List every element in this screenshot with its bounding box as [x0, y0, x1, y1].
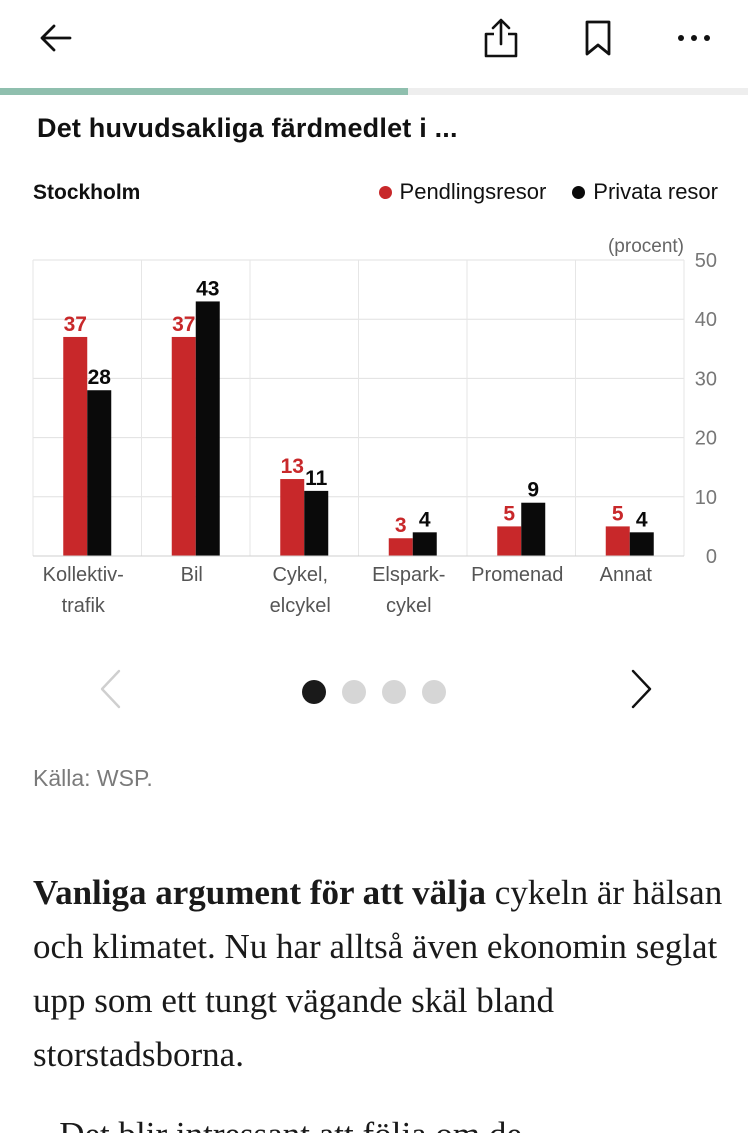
more-horizontal-icon [678, 35, 710, 41]
share-button[interactable] [471, 8, 531, 68]
data-label: 3 [395, 514, 407, 537]
x-tick-label: Bil [181, 564, 203, 586]
bookmark-button[interactable] [568, 8, 628, 68]
chart-source: Källa: WSP. [33, 765, 153, 791]
bar-privat [87, 390, 112, 556]
bar-privat [195, 301, 220, 556]
bar-pendling [171, 336, 196, 556]
lead-rest: cykeln är hälsan och klimatet. Nu har al… [33, 873, 723, 1074]
bar-pendling [280, 479, 305, 556]
data-label: 43 [196, 277, 219, 300]
x-tick-label: elcykel [270, 595, 331, 617]
reading-progress-bar [0, 88, 748, 95]
share-icon [484, 18, 518, 58]
bar-pendling [63, 336, 88, 556]
next-paragraph-text: – Det blir intressant att följa om de [33, 1115, 522, 1133]
legend-label: Pendlingsresor [399, 179, 547, 204]
x-tick-label: Annat [600, 564, 653, 586]
bar-pendling [605, 526, 630, 556]
data-label: 9 [527, 479, 539, 502]
y-tick-label: 0 [706, 546, 717, 568]
chevron-right-icon [631, 669, 652, 709]
legend-item-privata-resor: Privata resor [572, 179, 718, 205]
x-tick-label: trafik [62, 595, 106, 617]
article-paragraph-cutoff: – Det blir intressant att följa om de [33, 1111, 733, 1133]
article-paragraph: Vanliga argument för att välja cykeln är… [33, 866, 733, 1082]
chevron-left-icon [100, 669, 121, 709]
chart-subtitle: Stockholm [33, 181, 141, 204]
data-label: 4 [419, 508, 431, 531]
bar-chart: (procent) 0 10 20 30 40 50 37 28 Kollektiv-trafik… [32, 236, 717, 617]
x-tick-label: Cykel, [272, 564, 328, 586]
data-label: 5 [612, 502, 624, 525]
data-label: 4 [636, 508, 648, 531]
arrow-left-icon [40, 24, 72, 52]
more-button[interactable] [664, 8, 724, 68]
carousel-pagination [302, 680, 446, 704]
lead-bold: Vanliga argument för att välja [33, 873, 487, 912]
carousel-next-button[interactable] [615, 664, 665, 714]
bar-privat [412, 532, 437, 556]
carousel-dot-2[interactable] [342, 680, 366, 704]
chart-legend: Pendlingsresor Privata resor [378, 179, 718, 205]
back-button[interactable] [26, 8, 86, 68]
y-axis-unit-label: (procent) [608, 236, 684, 257]
data-label: 37 [172, 313, 195, 336]
bar-pendling [497, 526, 522, 556]
legend-swatch-red [378, 185, 392, 199]
bar-privat [629, 532, 654, 556]
data-label: 5 [503, 502, 515, 525]
y-tick-label: 20 [695, 428, 717, 450]
carousel-dot-4[interactable] [422, 680, 446, 704]
carousel-dot-3[interactable] [382, 680, 406, 704]
y-tick-label: 10 [695, 487, 717, 509]
top-toolbar [0, 0, 748, 88]
data-label: 13 [281, 455, 304, 478]
carousel-prev-button[interactable] [88, 664, 138, 714]
chart-title: Det huvudsakliga färdmedlet i ... [37, 113, 458, 143]
bar-privat [304, 490, 329, 556]
y-tick-label: 30 [695, 368, 717, 390]
legend-item-pendlingsresor: Pendlingsresor [378, 179, 547, 205]
x-tick-label: Kollektiv- [43, 564, 124, 586]
y-tick-label: 50 [695, 250, 717, 272]
y-tick-label: 40 [695, 309, 717, 331]
x-tick-label: cykel [386, 595, 432, 617]
reading-progress-fill [0, 88, 408, 95]
bookmark-icon [585, 20, 611, 56]
data-label: 28 [88, 366, 112, 389]
x-tick-label: Elspark- [372, 564, 445, 586]
bar-privat [521, 502, 546, 556]
legend-label: Privata resor [593, 179, 718, 204]
data-label: 11 [305, 467, 328, 490]
carousel-dot-1[interactable] [302, 680, 326, 704]
bar-pendling [388, 538, 413, 556]
x-tick-label: Promenad [471, 564, 563, 586]
data-label: 37 [64, 313, 87, 336]
legend-swatch-black [572, 185, 586, 199]
